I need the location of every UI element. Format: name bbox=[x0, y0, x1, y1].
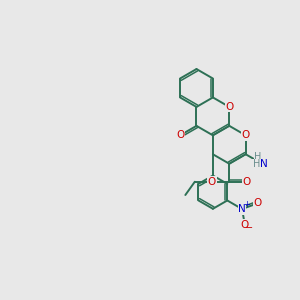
Text: O: O bbox=[208, 177, 216, 187]
Text: −: − bbox=[245, 223, 253, 232]
Text: O: O bbox=[243, 177, 251, 187]
Text: O: O bbox=[253, 199, 261, 208]
Text: O: O bbox=[176, 130, 184, 140]
Text: H: H bbox=[254, 152, 262, 163]
Text: H: H bbox=[253, 159, 260, 169]
Text: O: O bbox=[241, 220, 249, 230]
Text: N: N bbox=[238, 204, 246, 214]
Text: N: N bbox=[260, 159, 268, 169]
Text: O: O bbox=[242, 130, 250, 140]
Text: O: O bbox=[225, 102, 233, 112]
Text: +: + bbox=[243, 200, 250, 209]
